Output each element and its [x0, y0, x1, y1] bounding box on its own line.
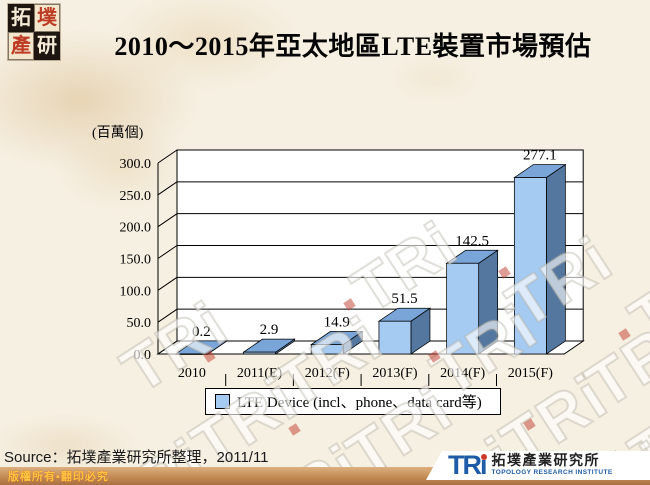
tri-logo-name-zh: 拓墣產業研究所 [491, 454, 600, 469]
y-tick-label: 250.0 [120, 189, 152, 204]
y-tick-label: 100.0 [120, 284, 152, 299]
data-label: 0.2 [192, 324, 211, 340]
bar-front-face [378, 320, 412, 355]
y-tick [157, 245, 178, 259]
y-tick-label: 50.0 [127, 316, 152, 331]
source-note: Source：拓墣產業研究所整理，2011/11 [4, 449, 269, 466]
bar-2011(E): 2.9 2011(E) [237, 322, 296, 381]
x-tick-label: 2013(F) [372, 366, 417, 381]
tri-logo: TRi 拓墣產業研究所 TOPOLOGY RESEARCH INSTITUTE [426, 451, 650, 480]
seal-char: 產 [8, 32, 34, 60]
page-title: 2010～2015年亞太地區LTE裝置市場預估 [114, 32, 592, 61]
data-label: 277.1 [523, 148, 557, 164]
y-tick [157, 340, 178, 355]
tri-logo-name-en: TOPOLOGY RESEARCH INSTITUTE [491, 469, 613, 476]
bar-2015(F): 277.1 2015(F) [508, 148, 567, 381]
legend-swatch [215, 394, 230, 409]
bar-2014(F): 142.5 2014(F) [440, 233, 499, 381]
data-label: 14.9 [324, 315, 350, 331]
legend-label: LTE Device (incl、phone、data card等) [237, 395, 482, 411]
y-tick [157, 149, 178, 164]
y-tick-label: 300.0 [120, 157, 152, 172]
y-tick [157, 276, 178, 291]
copyright-text: 版權所有▪翻印必究 [8, 471, 109, 483]
data-label: 51.5 [391, 291, 417, 307]
x-tick-label: 2014(F) [440, 366, 485, 381]
bar-2012(F): 14.9 2012(F) [305, 315, 364, 381]
x-tick-label: 2011(E) [237, 366, 283, 381]
seal-char: 墣 [34, 4, 60, 32]
tri-logo-red-dot-icon [480, 454, 487, 460]
bar-front-face [175, 353, 209, 355]
company-seal-logo: 拓 墣 產 研 [8, 4, 60, 60]
bar-front-face [513, 177, 547, 355]
tri-logo-acronym: TRi [448, 450, 487, 480]
bar-side-face [545, 163, 566, 355]
x-tick-label: 2015(F) [508, 366, 553, 381]
bar-front-face [310, 344, 344, 355]
y-tick-label: 0.0 [134, 348, 152, 363]
y-tick [157, 213, 178, 228]
y-tick-label: 150.0 [120, 253, 152, 268]
bar-2013(F): 51.5 2013(F) [372, 291, 432, 381]
x-tick-label: 2012(F) [305, 366, 350, 381]
data-label: 142.5 [455, 233, 489, 249]
bar-front-face [243, 351, 276, 355]
bar-side-face [478, 249, 499, 355]
y-tick-label: 200.0 [120, 221, 152, 236]
chart-legend: LTE Device (incl、phone、data card等) [205, 388, 501, 415]
bar-front-face [446, 262, 480, 355]
data-label: 2.9 [260, 322, 279, 338]
seal-char: 研 [34, 32, 60, 60]
y-tick [157, 181, 178, 196]
seal-char: 拓 [8, 4, 34, 32]
y-tick [157, 308, 178, 323]
x-tick-label: 2010 [178, 366, 206, 381]
